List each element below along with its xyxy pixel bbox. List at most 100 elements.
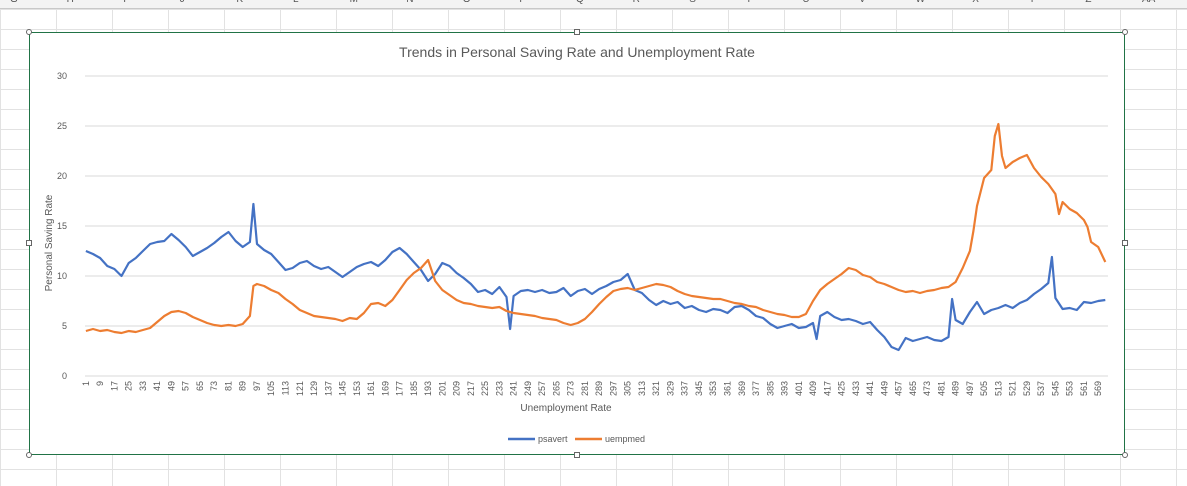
x-tick-label: 385 [765,381,775,396]
column-letter-L[interactable]: L [293,0,299,5]
y-tick-label: 30 [57,71,67,81]
x-tick-label: 433 [851,381,861,396]
legend-label-uempmed: uempmed [605,434,645,444]
column-letter-H[interactable]: H [67,0,74,5]
y-tick-labels: 0 5 10 15 20 25 30 [57,71,67,381]
x-tick-label: 81 [223,381,233,391]
column-letter-J[interactable]: J [180,0,185,5]
x-tick-label: 545 [1050,381,1060,396]
column-letter-R[interactable]: R [633,0,640,5]
x-tick-label: 9 [95,381,105,386]
x-tick-label: 481 [936,381,946,396]
x-tick-label: 401 [794,381,804,396]
gridlines [85,75,1108,377]
y-tick-label: 15 [57,221,67,231]
x-tick-label: 57 [181,381,191,391]
x-tick-label: 193 [423,381,433,396]
x-tick-label: 25 [124,381,134,391]
x-tick-label: 569 [1093,381,1103,396]
column-letter-P[interactable]: P [519,0,526,5]
x-tick-label: 377 [751,381,761,396]
y-axis-label: Personal Saving Rate [44,194,55,291]
column-letter-W[interactable]: W [916,0,925,5]
y-tick-label: 25 [57,121,67,131]
x-tick-label: 489 [951,381,961,396]
resize-handle-bottom-left[interactable] [26,452,32,458]
column-letter-Y[interactable]: Y [1029,0,1036,5]
resize-handle-top-left[interactable] [26,29,32,35]
x-tick-label: 17 [109,381,119,391]
y-tick-label: 10 [57,271,67,281]
resize-handle-mid-right[interactable] [1122,240,1128,246]
chart-object[interactable]: 0 5 10 15 20 25 30 1 9 17 25 33 41 49 57 65 73 81 89 97 105… [29,32,1125,455]
column-letter-S[interactable]: S [689,0,696,5]
column-letter-G[interactable]: G [10,0,18,5]
column-letter-Z[interactable]: Z [1085,0,1091,5]
x-tick-label: 297 [608,381,618,396]
series-line-uempmed[interactable] [85,122,1107,335]
resize-handle-bottom-right[interactable] [1122,452,1128,458]
x-tick-label: 121 [295,381,305,396]
legend-label-psavert: psavert [538,434,568,444]
column-letter-K[interactable]: K [236,0,243,5]
x-tick-label: 97 [252,381,262,391]
x-tick-label: 337 [680,381,690,396]
x-tick-label: 361 [722,381,732,396]
x-tick-label: 137 [323,381,333,396]
x-tick-label: 345 [694,381,704,396]
column-letter-Q[interactable]: Q [576,0,584,5]
x-tick-label: 449 [879,381,889,396]
x-tick-label: 417 [822,381,832,396]
column-letter-U[interactable]: U [802,0,809,5]
x-tick-label: 113 [281,381,291,395]
column-letter-V[interactable]: V [859,0,866,5]
resize-handle-top-right[interactable] [1122,29,1128,35]
x-tick-label: 273 [566,381,576,396]
x-tick-label: 305 [623,381,633,396]
x-tick-label: 505 [979,381,989,396]
x-tick-label: 89 [238,381,248,391]
x-tick-label: 281 [580,381,590,396]
x-tick-label: 177 [395,381,405,396]
x-tick-label: 169 [380,381,390,396]
x-tick-label: 289 [594,381,604,396]
column-letter-I[interactable]: I [123,0,126,5]
resize-handle-mid-left[interactable] [26,240,32,246]
x-tick-label: 1 [81,381,91,386]
x-tick-label: 561 [1079,381,1089,396]
x-tick-label: 201 [437,381,447,396]
series-line-psavert[interactable] [85,202,1106,352]
column-letter-N[interactable]: N [406,0,413,5]
x-tick-label: 73 [209,381,219,391]
x-tick-label: 441 [865,381,875,396]
column-header-bar: G H I J K L M N O P Q R S T U V W X Y Z AA [0,0,1187,9]
x-tick-label: 217 [466,381,476,396]
y-tick-label: 20 [57,171,67,181]
x-tick-label: 353 [708,381,718,396]
resize-handle-bottom-mid[interactable] [574,452,580,458]
resize-handle-top-mid[interactable] [574,29,580,35]
column-letter-M[interactable]: M [350,0,358,5]
x-tick-label: 233 [494,381,504,396]
x-tick-label: 513 [993,381,1003,396]
x-tick-label: 41 [152,381,162,391]
x-tick-label: 65 [195,381,205,391]
column-letter-T[interactable]: T [746,0,752,5]
x-tick-label: 241 [509,381,519,396]
y-tick-label: 0 [62,371,67,381]
chart-svg: 0 5 10 15 20 25 30 1 9 17 25 33 41 49 57 65 73 81 89 97 105… [44,44,1108,444]
x-tick-label: 129 [309,381,319,396]
x-tick-label: 369 [737,381,747,396]
column-letter-AA[interactable]: AA [1142,0,1155,5]
x-tick-label: 457 [894,381,904,396]
x-tick-label: 521 [1008,381,1018,396]
x-tick-label: 257 [537,381,547,396]
x-tick-label: 409 [808,381,818,396]
x-tick-label: 497 [965,381,975,396]
series-lines [85,122,1107,352]
column-letter-X[interactable]: X [972,0,979,5]
x-tick-label: 321 [651,381,661,396]
x-tick-label: 465 [908,381,918,396]
x-tick-label: 473 [922,381,932,396]
column-letter-O[interactable]: O [463,0,471,5]
